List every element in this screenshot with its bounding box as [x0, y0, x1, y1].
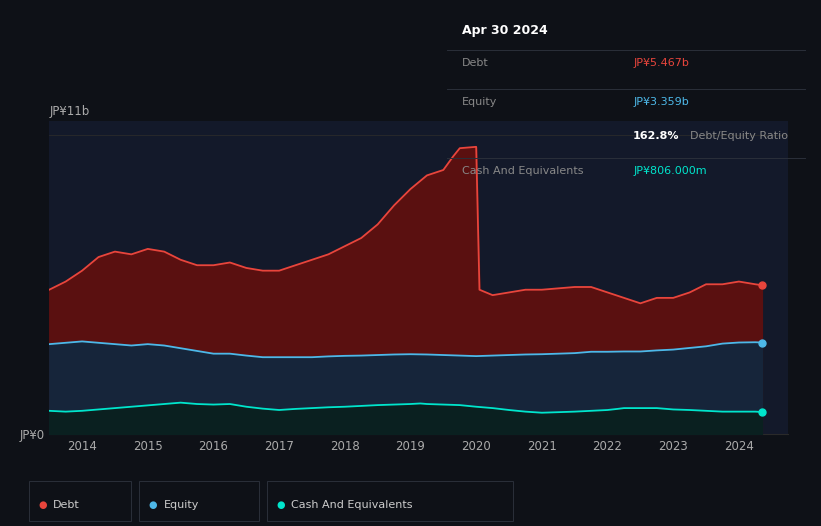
- Text: ●: ●: [39, 500, 47, 510]
- Text: Apr 30 2024: Apr 30 2024: [461, 24, 548, 37]
- Text: ●: ●: [277, 500, 285, 510]
- Text: Debt/Equity Ratio: Debt/Equity Ratio: [690, 131, 788, 141]
- Text: JP¥806.000m: JP¥806.000m: [633, 166, 707, 176]
- Text: Cash And Equivalents: Cash And Equivalents: [291, 500, 413, 510]
- Text: JP¥5.467b: JP¥5.467b: [633, 58, 689, 68]
- Text: Cash And Equivalents: Cash And Equivalents: [461, 166, 583, 176]
- Text: Equity: Equity: [163, 500, 199, 510]
- Text: ●: ●: [149, 500, 157, 510]
- Text: Debt: Debt: [53, 500, 80, 510]
- Text: JP¥11b: JP¥11b: [49, 105, 89, 118]
- Text: JP¥3.359b: JP¥3.359b: [633, 97, 689, 107]
- Text: 162.8%: 162.8%: [633, 131, 680, 141]
- Text: Debt: Debt: [461, 58, 488, 68]
- Text: Equity: Equity: [461, 97, 497, 107]
